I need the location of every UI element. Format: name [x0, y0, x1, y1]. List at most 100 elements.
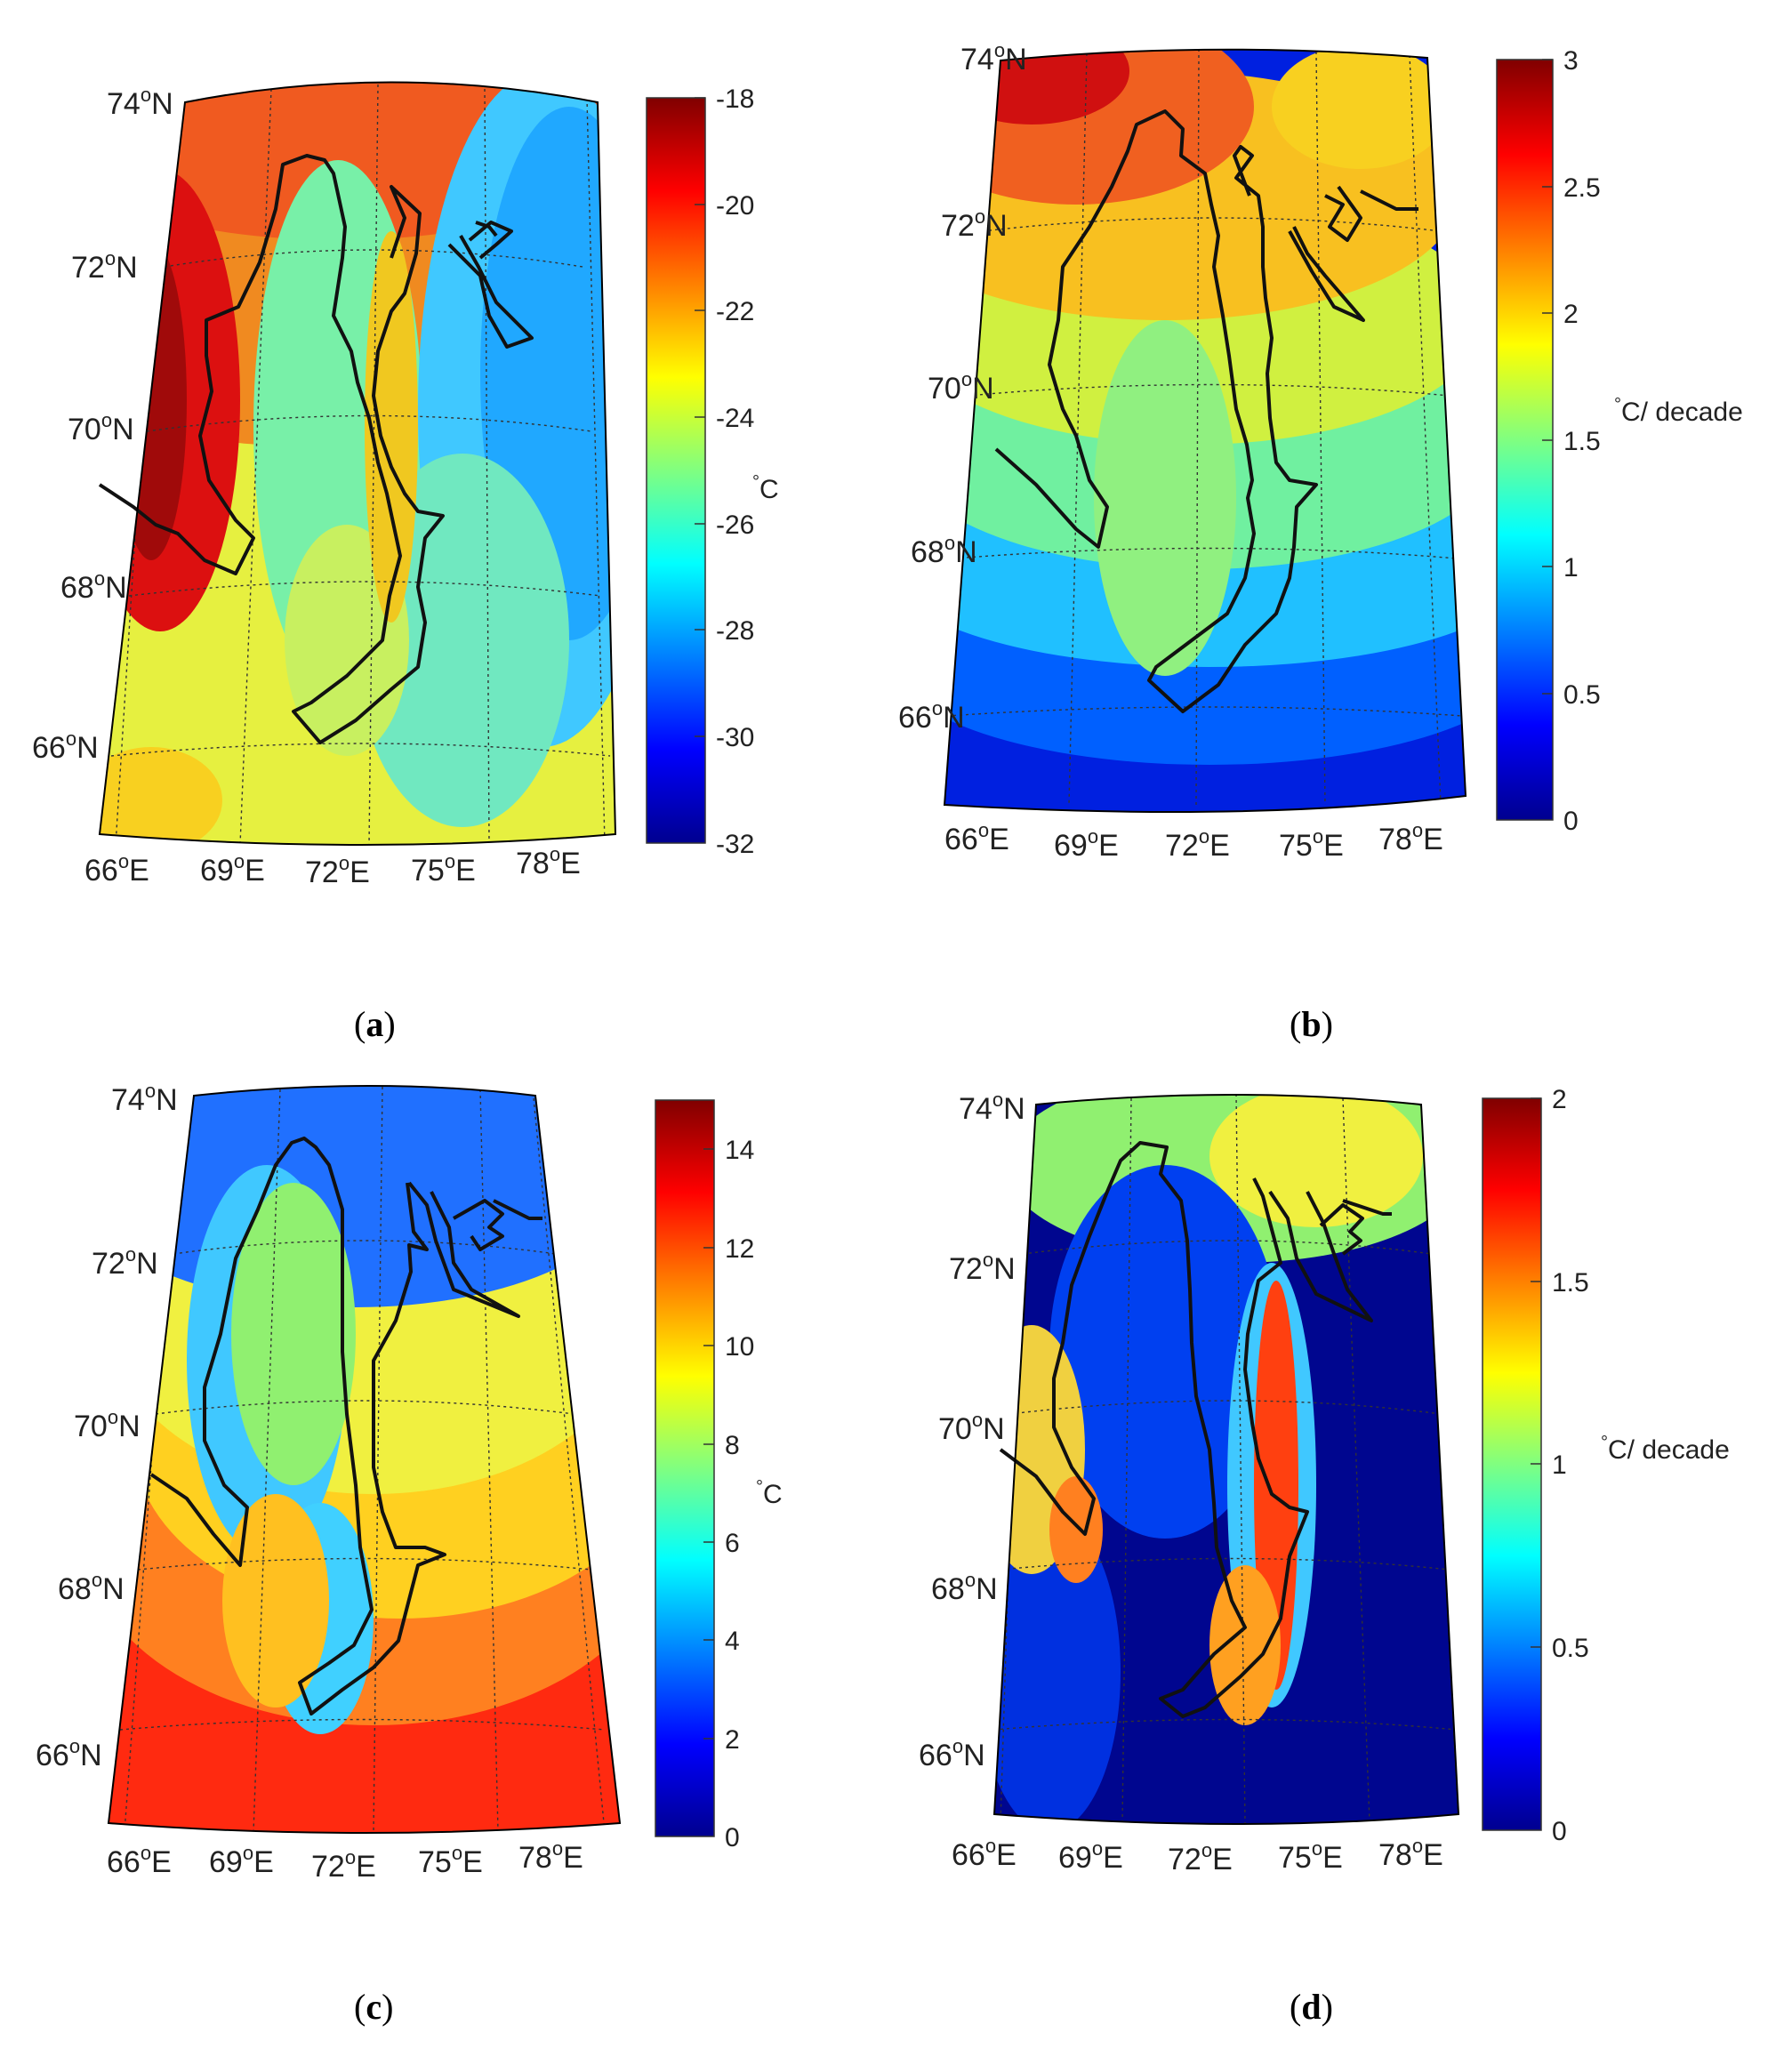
colorbar: 14 12 10 8 6 4 2 0 °C — [655, 1099, 783, 1852]
lat-label-66: 66oN — [36, 1735, 102, 1772]
map-border — [992, 1094, 1460, 1825]
coastline — [98, 154, 534, 744]
caption-a: (a) — [354, 1004, 396, 1044]
lat-label-70: 70oN — [74, 1406, 141, 1443]
colorbar-tick-label: 2 — [1552, 1085, 1567, 1114]
colorbar-ticks — [1542, 59, 1553, 695]
lon-label-66: 66oE — [944, 819, 1009, 856]
colorbar-tick-label: 2.5 — [1563, 173, 1601, 203]
map-figure-d: 74oN 72oN 70oN 68oN 66oN 66oE 69oE 72oE … — [919, 1085, 1730, 2027]
lon-label-78: 78oE — [1378, 1835, 1443, 1872]
lat-label-68: 68oN — [911, 532, 977, 569]
colorbar-ticks — [695, 97, 705, 737]
lat-label-70: 70oN — [938, 1409, 1005, 1446]
colorbar-tick-label: 2 — [1563, 300, 1579, 329]
colorbar-unit: °C/ decade — [1614, 395, 1743, 427]
lon-label-75: 75oE — [1278, 1837, 1343, 1875]
lat-label-72: 72oN — [71, 247, 138, 285]
colorbar-tick-label: 0 — [1563, 807, 1579, 836]
temperature-field — [108, 1086, 620, 1833]
colorbar-tick-label: 0 — [1552, 1817, 1567, 1846]
colorbar-tick-label: -32 — [716, 830, 754, 859]
lat-label-74: 74oN — [959, 1089, 1025, 1126]
caption-d: (d) — [1290, 1987, 1333, 2027]
map-figure-a: 74oN 72oN 70oN 68oN 66oN 66oE 69oE 72oE … — [32, 81, 779, 1044]
panel-a: 74oN 72oN 70oN 68oN 66oN 66oE 69oE 72oE … — [0, 0, 894, 1067]
lon-label-69: 69oE — [200, 850, 265, 888]
lon-label-66: 66oE — [952, 1835, 1017, 1872]
coastline — [994, 109, 1418, 713]
colorbar-tick-label: 14 — [725, 1136, 754, 1165]
lat-label-66: 66oN — [898, 697, 965, 735]
lat-label-74: 74oN — [960, 39, 1027, 76]
lon-label-78: 78oE — [1378, 819, 1443, 856]
panel-b: 74oN 72oN 70oN 68oN 66oN 66oE 69oE 72oE … — [898, 0, 1792, 1067]
colorbar-ticks — [1531, 1097, 1541, 1648]
map-figure-b: 74oN 72oN 70oN 68oN 66oN 66oE 69oE 72oE … — [898, 39, 1743, 1044]
coastline — [149, 1137, 542, 1716]
lon-label-69: 69oE — [1054, 825, 1119, 863]
lon-label-69: 69oE — [209, 1842, 274, 1879]
colorbar-gradient — [646, 97, 706, 844]
lat-label-68: 68oN — [58, 1569, 125, 1606]
caption-b: (b) — [1290, 1004, 1333, 1044]
lat-label-70: 70oN — [68, 409, 134, 446]
colorbar-tick-label: 1 — [1563, 553, 1579, 583]
lat-label-66: 66oN — [919, 1735, 985, 1772]
colorbar-tick-label: 1.5 — [1552, 1268, 1589, 1298]
lat-label-68: 68oN — [60, 567, 127, 605]
colorbar-tick-label: 6 — [725, 1529, 740, 1558]
lat-label-72: 72oN — [941, 205, 1008, 243]
lon-label-72: 72oE — [1168, 1839, 1233, 1876]
lat-label-74: 74oN — [111, 1080, 178, 1117]
latitude-labels: 74oN 72oN 70oN 68oN 66oN — [32, 84, 173, 765]
latitude-labels: 74oN 72oN 70oN 68oN 66oN — [36, 1080, 178, 1772]
colorbar: 3 2.5 2 1.5 1 0.5 0 °C/ decade — [1496, 46, 1743, 836]
lon-label-66: 66oE — [84, 850, 149, 888]
lon-label-78: 78oE — [516, 843, 581, 880]
colorbar-tick-label: 1 — [1552, 1450, 1567, 1480]
colorbar-tick-label: -30 — [716, 723, 754, 752]
colorbar-tick-label: 10 — [725, 1332, 754, 1362]
colorbar-gradient — [655, 1099, 715, 1837]
colorbar-tick-label: 4 — [725, 1627, 740, 1656]
trend-field — [994, 1095, 1459, 1824]
panel-d: 74oN 72oN 70oN 68oN 66oN 66oE 69oE 72oE … — [898, 1067, 1792, 2057]
colorbar-unit: °C — [752, 472, 779, 504]
colorbar-unit: °C/ decade — [1601, 1433, 1730, 1465]
colorbar-tick-label: 0 — [725, 1823, 740, 1852]
lon-label-75: 75oE — [411, 850, 476, 888]
lat-label-72: 72oN — [949, 1249, 1016, 1286]
lon-label-72: 72oE — [305, 852, 370, 889]
colorbar-tick-label: 2 — [725, 1725, 740, 1755]
colorbar-tick-label: -22 — [716, 297, 754, 326]
longitude-labels: 66oE 69oE 72oE 75oE 78oE — [944, 819, 1443, 863]
colorbar: -18 -20 -22 -24 -26 -28 -30 -32 °C — [646, 84, 779, 859]
colorbar-tick-label: 0.5 — [1563, 680, 1601, 710]
map-border — [943, 48, 1467, 813]
colorbar-ticks — [703, 1148, 714, 1740]
coastline — [999, 1141, 1392, 1718]
panel-c: 74oN 72oN 70oN 68oN 66oN 66oE 69oE 72oE … — [0, 1067, 894, 2057]
colorbar-tick-label: 8 — [725, 1431, 740, 1460]
colorbar-unit: °C — [756, 1477, 783, 1509]
graticule — [110, 84, 611, 845]
longitude-labels: 66oE 69oE 72oE 75oE 78oE — [84, 843, 581, 889]
lat-label-66: 66oN — [32, 727, 99, 765]
map-figure-c: 74oN 72oN 70oN 68oN 66oN 66oE 69oE 72oE … — [36, 1080, 783, 2027]
longitude-labels: 66oE 69oE 72oE 75oE 78oE — [107, 1837, 583, 1884]
graticule — [944, 49, 1463, 806]
colorbar-tick-label: 1.5 — [1563, 427, 1601, 456]
lon-label-66: 66oE — [107, 1842, 172, 1879]
colorbar-tick-label: -18 — [716, 84, 754, 114]
lat-label-70: 70oN — [928, 368, 994, 406]
lon-label-69: 69oE — [1058, 1837, 1123, 1875]
map-border — [98, 81, 617, 846]
colorbar-tick-label: 12 — [725, 1234, 754, 1264]
lon-label-72: 72oE — [311, 1846, 376, 1884]
lon-label-75: 75oE — [418, 1842, 483, 1879]
latitude-labels: 74oN 72oN 70oN 68oN 66oN — [919, 1089, 1025, 1772]
trend-field — [944, 49, 1466, 812]
colorbar-tick-label: 3 — [1563, 46, 1579, 76]
latitude-labels: 74oN 72oN 70oN 68oN 66oN — [898, 39, 1027, 735]
